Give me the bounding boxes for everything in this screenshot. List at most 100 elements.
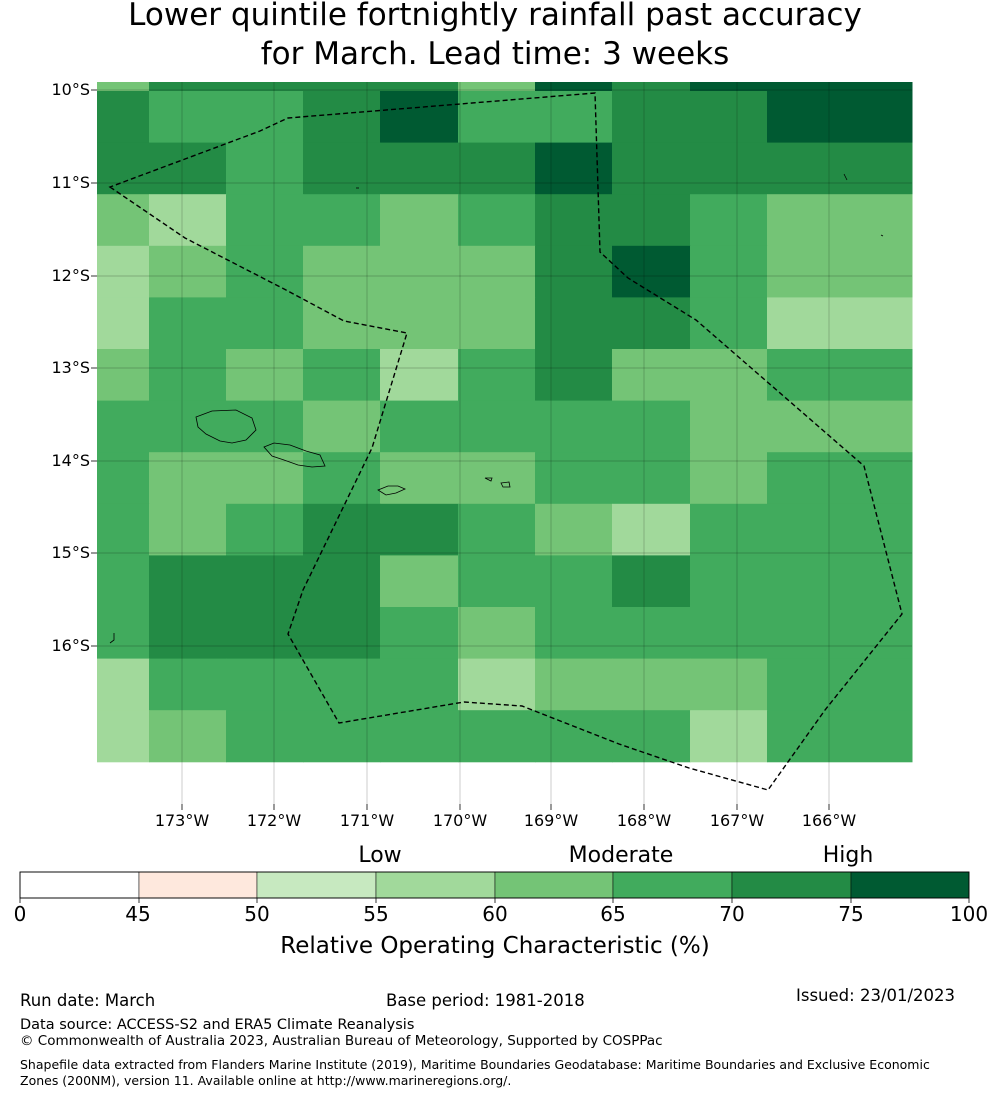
map-cell xyxy=(458,503,536,556)
lon-label: 169°W xyxy=(523,811,579,830)
map-cell xyxy=(303,297,381,350)
map-cell xyxy=(535,658,613,711)
map-cell xyxy=(612,503,691,556)
base-period: Base period: 1981-2018 xyxy=(386,991,585,1010)
map-cell xyxy=(535,142,613,195)
map-cell xyxy=(458,194,536,247)
map-cell xyxy=(458,82,536,92)
ofu-island xyxy=(500,481,511,488)
map-cell xyxy=(303,658,381,711)
map-cell xyxy=(767,91,913,144)
map-cell xyxy=(690,710,768,763)
map-cell xyxy=(612,452,691,505)
map-cell xyxy=(149,245,227,298)
map-cell xyxy=(458,555,536,608)
shapefile-note: Shapefile data extracted from Flanders M… xyxy=(20,1057,930,1088)
map-cell xyxy=(149,297,227,350)
map-cell xyxy=(149,91,227,144)
map-cell xyxy=(303,349,381,402)
map-cell xyxy=(380,91,459,144)
map-cell xyxy=(612,142,691,195)
map-cell xyxy=(226,297,304,350)
map-cell xyxy=(380,452,459,505)
map-cell xyxy=(690,91,768,144)
map-cell xyxy=(458,142,536,195)
map-cell xyxy=(690,349,768,402)
map-cell xyxy=(767,245,913,298)
map-cell xyxy=(149,607,227,660)
map-cell xyxy=(380,142,459,195)
lon-label: 173°W xyxy=(154,811,210,830)
colorbar-segment xyxy=(375,871,496,899)
eez-boundary xyxy=(108,92,903,791)
lon-label: 170°W xyxy=(432,811,488,830)
map-cell xyxy=(303,91,381,144)
map-cell xyxy=(458,297,536,350)
map-cell xyxy=(612,194,691,247)
map-cell xyxy=(226,400,304,453)
map-cell xyxy=(612,297,691,350)
map-cell xyxy=(149,658,227,711)
map-cell xyxy=(97,555,150,608)
lat-label: 16°S xyxy=(51,636,90,655)
map-cell xyxy=(380,82,459,92)
colorbar-tick: 45 xyxy=(125,902,151,926)
map-cell xyxy=(380,349,459,402)
issued-date: Issued: 23/01/2023 xyxy=(796,986,956,1005)
map-cell xyxy=(149,452,227,505)
colorbar-tick: 65 xyxy=(600,902,626,926)
map-cell xyxy=(97,194,150,247)
map-cell xyxy=(303,503,381,556)
map-cell xyxy=(97,91,150,144)
map-cell xyxy=(690,658,768,711)
colorbar-segment xyxy=(494,871,614,899)
map-cell xyxy=(303,82,381,92)
map-cell xyxy=(458,607,536,660)
map-cell xyxy=(97,400,150,453)
map-cell xyxy=(226,91,304,144)
colorbar-segment xyxy=(19,871,140,899)
map-cell xyxy=(612,82,691,92)
map-cell xyxy=(690,400,768,453)
map-title-line-1: Lower quintile fortnightly rainfall past… xyxy=(128,0,862,33)
map-cell xyxy=(149,349,227,402)
map-cell xyxy=(458,658,536,711)
map-cell xyxy=(303,142,381,195)
map-cell xyxy=(97,245,150,298)
map-cell xyxy=(97,710,150,763)
lat-label: 10°S xyxy=(51,80,90,99)
map-cell xyxy=(303,607,381,660)
colorbar-category-moderate: Moderate xyxy=(568,843,674,868)
map-cell xyxy=(535,349,613,402)
map-cell xyxy=(226,452,304,505)
lon-label: 167°W xyxy=(709,811,765,830)
map-cell xyxy=(149,82,227,92)
map-cell xyxy=(303,710,381,763)
map-cell xyxy=(535,452,613,505)
map-cell xyxy=(97,349,150,402)
map-cell xyxy=(612,555,691,608)
map-cell xyxy=(690,194,768,247)
colorbar-tick: 55 xyxy=(363,902,389,926)
map-cell xyxy=(226,245,304,298)
map-cell xyxy=(458,91,536,144)
map-cell xyxy=(380,555,459,608)
map-cell xyxy=(690,503,768,556)
map-cell xyxy=(767,503,913,556)
map-cell xyxy=(535,503,613,556)
map-cell xyxy=(767,452,913,505)
map-cell xyxy=(690,297,768,350)
map-cell xyxy=(458,245,536,298)
colorbar-segment xyxy=(138,871,258,899)
map-cell xyxy=(303,452,381,505)
colorbar xyxy=(19,871,970,903)
map-cell xyxy=(380,297,459,350)
map-cell xyxy=(690,607,768,660)
lat-label: 13°S xyxy=(51,358,90,377)
map-cell xyxy=(458,710,536,763)
map-cell xyxy=(535,245,613,298)
map-cell xyxy=(767,400,913,453)
colorbar-segment xyxy=(256,871,377,899)
map-cell xyxy=(612,607,691,660)
